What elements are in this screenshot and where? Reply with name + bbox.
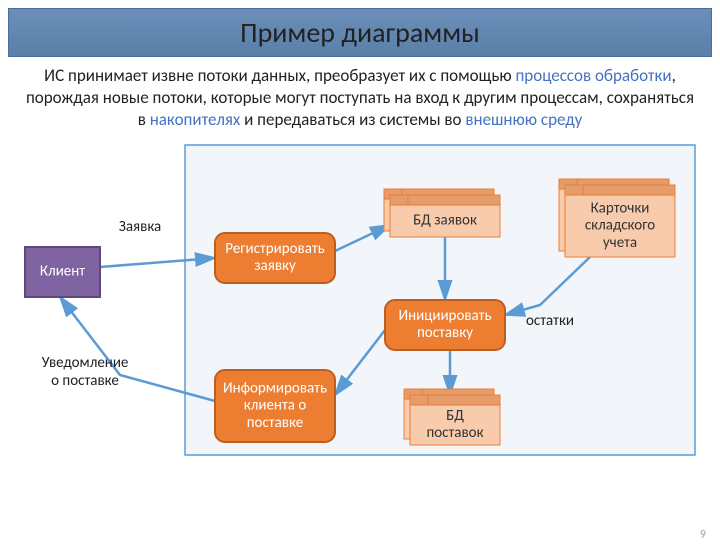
desc-a2: накопителях	[150, 109, 241, 130]
svg-text:Информировать: Информировать	[223, 380, 327, 398]
diagram: КлиентРегистрироватьзаявкуИнициироватьпо…	[0, 135, 720, 475]
svg-text:поставок: поставок	[426, 424, 483, 442]
description: ИС принимает извне потоки данных, преобр…	[20, 65, 700, 131]
svg-text:остатки: остатки	[526, 312, 574, 330]
desc-p1: ИС принимает извне потоки данных, преобр…	[44, 65, 515, 86]
svg-text:Уведомление: Уведомление	[42, 354, 129, 372]
svg-text:Регистрировать: Регистрировать	[225, 240, 324, 258]
svg-text:учета: учета	[603, 234, 637, 252]
desc-p3: и передаваться из системы во	[240, 109, 465, 130]
desc-a1: процессов обработки	[515, 65, 671, 86]
svg-text:БД: БД	[446, 407, 464, 425]
svg-text:поставку: поставку	[417, 324, 473, 342]
desc-a3: внешнюю среду	[465, 109, 582, 130]
svg-text:поставке: поставке	[247, 414, 303, 432]
svg-text:Карточки: Карточки	[591, 200, 650, 218]
svg-text:складского: складского	[585, 217, 655, 235]
svg-text:БД заявок: БД заявок	[413, 212, 477, 230]
page-title: Пример диаграммы	[8, 8, 712, 57]
svg-text:клиента о: клиента о	[244, 397, 307, 415]
svg-text:Инициировать: Инициировать	[398, 307, 491, 325]
svg-text:Заявка: Заявка	[119, 218, 162, 236]
svg-text:заявку: заявку	[254, 257, 296, 275]
svg-text:Клиент: Клиент	[40, 263, 85, 281]
svg-text:о поставке: о поставке	[51, 372, 119, 390]
